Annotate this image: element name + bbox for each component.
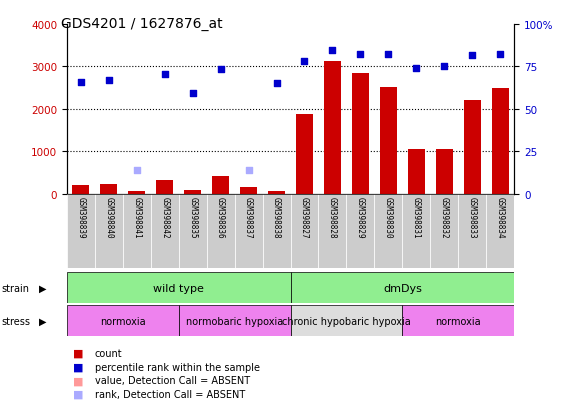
Bar — [380, 88, 397, 194]
Point — [272, 80, 281, 87]
Text: GSM398833: GSM398833 — [468, 196, 477, 238]
Bar — [346, 194, 374, 268]
Point — [383, 52, 393, 59]
Text: percentile rank within the sample: percentile rank within the sample — [95, 362, 260, 372]
Bar — [67, 306, 179, 337]
Bar — [436, 149, 453, 194]
Text: GSM398828: GSM398828 — [328, 196, 337, 238]
Text: ▶: ▶ — [39, 316, 46, 326]
Point — [104, 77, 113, 84]
Text: GSM398831: GSM398831 — [412, 196, 421, 238]
Bar — [263, 194, 290, 268]
Point — [440, 64, 449, 71]
Bar — [184, 190, 201, 194]
Text: wild type: wild type — [153, 283, 204, 293]
Text: GSM398842: GSM398842 — [160, 196, 169, 238]
Text: strain: strain — [1, 283, 29, 293]
Point — [468, 53, 477, 59]
Bar — [324, 62, 341, 194]
Bar — [374, 194, 403, 268]
Text: stress: stress — [1, 316, 30, 326]
Text: ■: ■ — [73, 375, 83, 385]
Text: GSM398839: GSM398839 — [76, 196, 85, 238]
Point — [132, 168, 141, 174]
Bar — [486, 194, 514, 268]
Bar — [212, 176, 229, 194]
Text: GSM398841: GSM398841 — [132, 196, 141, 238]
Bar — [290, 273, 514, 304]
Text: ■: ■ — [73, 389, 83, 399]
Bar — [67, 273, 290, 304]
Text: GSM398829: GSM398829 — [356, 196, 365, 238]
Bar — [179, 306, 290, 337]
Text: GSM398832: GSM398832 — [440, 196, 449, 238]
Bar — [150, 194, 179, 268]
Bar — [128, 192, 145, 194]
Text: GDS4201 / 1627876_at: GDS4201 / 1627876_at — [61, 17, 223, 31]
Text: ■: ■ — [73, 348, 83, 358]
Bar — [296, 115, 313, 194]
Bar — [352, 74, 369, 194]
Point — [216, 66, 225, 73]
Bar — [458, 194, 486, 268]
Bar — [156, 181, 173, 194]
Text: normoxia: normoxia — [100, 316, 146, 326]
Bar — [290, 306, 403, 337]
Bar — [464, 101, 480, 194]
Text: count: count — [95, 348, 123, 358]
Text: GSM398836: GSM398836 — [216, 196, 225, 238]
Text: ▶: ▶ — [39, 283, 46, 293]
Bar — [408, 149, 425, 194]
Text: value, Detection Call = ABSENT: value, Detection Call = ABSENT — [95, 375, 250, 385]
Point — [300, 59, 309, 65]
Bar — [235, 194, 263, 268]
Text: chronic hypobaric hypoxia: chronic hypobaric hypoxia — [282, 316, 411, 326]
Bar — [207, 194, 235, 268]
Text: GSM398840: GSM398840 — [104, 196, 113, 238]
Text: GSM398837: GSM398837 — [244, 196, 253, 238]
Bar — [95, 194, 123, 268]
Point — [76, 79, 85, 85]
Point — [188, 90, 198, 97]
Bar — [101, 185, 117, 194]
Point — [412, 65, 421, 72]
Point — [328, 48, 337, 55]
Point — [356, 51, 365, 58]
Bar — [431, 194, 458, 268]
Text: ■: ■ — [73, 362, 83, 372]
Bar — [179, 194, 207, 268]
Bar — [67, 194, 95, 268]
Text: normobaric hypoxia: normobaric hypoxia — [186, 316, 283, 326]
Bar — [73, 186, 89, 194]
Bar — [290, 194, 318, 268]
Bar — [318, 194, 346, 268]
Bar — [268, 192, 285, 194]
Text: GSM398834: GSM398834 — [496, 196, 505, 238]
Point — [244, 168, 253, 174]
Text: rank, Detection Call = ABSENT: rank, Detection Call = ABSENT — [95, 389, 245, 399]
Text: dmDys: dmDys — [383, 283, 422, 293]
Bar — [403, 194, 431, 268]
Text: GSM398838: GSM398838 — [272, 196, 281, 238]
Bar — [240, 188, 257, 194]
Text: GSM398830: GSM398830 — [384, 196, 393, 238]
Bar — [492, 89, 508, 194]
Text: normoxia: normoxia — [435, 316, 481, 326]
Point — [496, 52, 505, 58]
Bar — [123, 194, 150, 268]
Text: GSM398835: GSM398835 — [188, 196, 197, 238]
Bar — [403, 306, 514, 337]
Point — [160, 71, 169, 78]
Text: GSM398827: GSM398827 — [300, 196, 309, 238]
